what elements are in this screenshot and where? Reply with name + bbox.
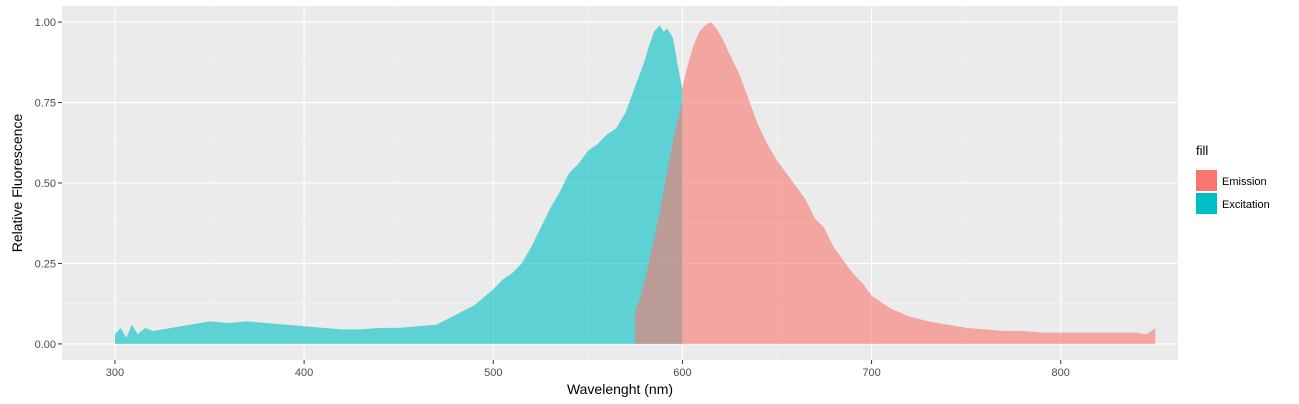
axis-ticks <box>58 21 1062 364</box>
emission-area <box>635 22 1156 344</box>
legend-label-emission: Emission <box>1222 176 1267 188</box>
y-tick-label: 1.00 <box>35 17 56 29</box>
y-tick-label: 0.25 <box>35 258 56 270</box>
legend-label-excitation: Excitation <box>1222 199 1270 211</box>
x-axis-title: Wavelenght (nm) <box>567 381 673 397</box>
x-tick-label: 700 <box>862 367 880 379</box>
series-areas <box>114 22 1156 344</box>
legend-title: fill <box>1196 143 1208 158</box>
legend: fill Emission Excitation <box>1196 143 1270 214</box>
y-axis-title: Relative Fluorescence <box>9 114 25 253</box>
y-tick-label: 0.50 <box>35 178 56 190</box>
x-tick-label: 600 <box>673 367 691 379</box>
x-tick-label: 400 <box>295 367 313 379</box>
legend-key-emission <box>1196 170 1217 191</box>
y-tick-label: 0.00 <box>35 339 56 351</box>
excitation-area <box>114 25 683 344</box>
x-tick-label: 300 <box>106 367 124 379</box>
axis-tick-labels: 300 400 500 600 700 800 0.00 0.25 0.50 0.75 1.00 <box>35 17 1070 379</box>
x-tick-label: 800 <box>1052 367 1070 379</box>
x-tick-label: 500 <box>484 367 502 379</box>
legend-key-excitation <box>1196 193 1217 214</box>
y-tick-label: 0.75 <box>35 98 56 110</box>
